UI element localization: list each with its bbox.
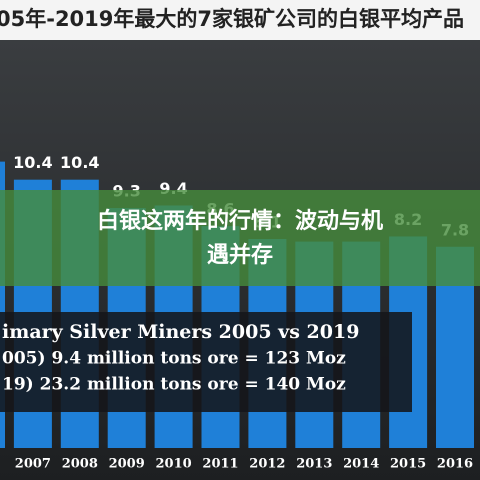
x-tick-label: 2011 bbox=[202, 457, 238, 472]
x-tick-label: 2013 bbox=[296, 457, 332, 472]
x-tick-label: 2012 bbox=[249, 457, 285, 472]
annotation-box bbox=[0, 312, 412, 412]
x-tick-label: 2008 bbox=[62, 457, 98, 472]
banner-text: 遇并存 bbox=[207, 242, 273, 268]
x-tick-label: 2015 bbox=[390, 457, 426, 472]
x-tick-label: 2009 bbox=[109, 457, 145, 472]
x-tick-label: 2007 bbox=[15, 457, 51, 472]
annotation: 19) 23.2 million tons ore = 140 Moz bbox=[2, 375, 346, 395]
banner-text: 白银这两年的行情：波动与机 bbox=[97, 208, 383, 234]
x-tick-label: 2014 bbox=[343, 457, 379, 472]
annotation: imary Silver Miners 2005 vs 2019 bbox=[2, 321, 359, 343]
chart-title: 05年-2019年最大的7家银矿公司的白银平均产品 bbox=[0, 7, 464, 31]
title-bar bbox=[0, 0, 480, 40]
value-label: 10.4 bbox=[13, 153, 52, 172]
bar bbox=[0, 161, 5, 448]
annotation: 005) 9.4 million tons ore = 123 Moz bbox=[2, 349, 346, 369]
value-label: 10.4 bbox=[60, 153, 99, 172]
x-tick-label: 2016 bbox=[437, 457, 473, 472]
x-tick-label: 2010 bbox=[156, 457, 192, 472]
banner bbox=[0, 190, 480, 286]
